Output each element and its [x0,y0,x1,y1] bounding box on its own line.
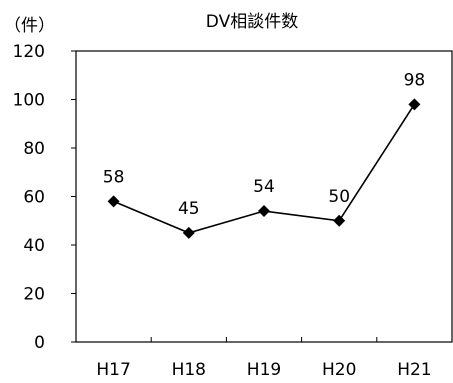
x-axis: H17 H18 H19 H20 H21 [75,337,453,380]
y-tick-label: 60 [23,188,45,208]
data-label: 98 [404,70,426,90]
data-point-marker [408,98,421,111]
y-tick-label: 20 [23,285,45,305]
data-labels: 58 45 54 50 98 [103,70,425,219]
x-tick-label: H18 [172,360,206,380]
data-point-marker [182,226,195,239]
data-label: 58 [103,167,125,187]
y-tick-label: 120 [13,42,45,62]
chart-title: DV相談件数 [206,12,298,32]
data-label: 54 [253,177,275,197]
data-label: 45 [178,199,200,219]
y-unit-label: （件） [4,16,55,36]
y-tick-label: 0 [34,333,45,353]
y-tick-label: 80 [23,139,45,159]
data-label: 50 [328,187,350,207]
data-point-marker [258,205,270,218]
series-line [107,98,421,239]
y-tick-label: 100 [13,91,45,111]
data-point-marker [333,214,346,227]
x-tick-label: H17 [96,360,130,380]
x-tick-label: H20 [322,360,356,380]
x-tick-label: H19 [247,360,281,380]
y-axis: 0 20 40 60 80 100 120 [13,42,76,353]
y-tick-label: 40 [23,236,45,256]
data-point-marker [107,195,120,208]
x-tick-label: H21 [397,360,431,380]
